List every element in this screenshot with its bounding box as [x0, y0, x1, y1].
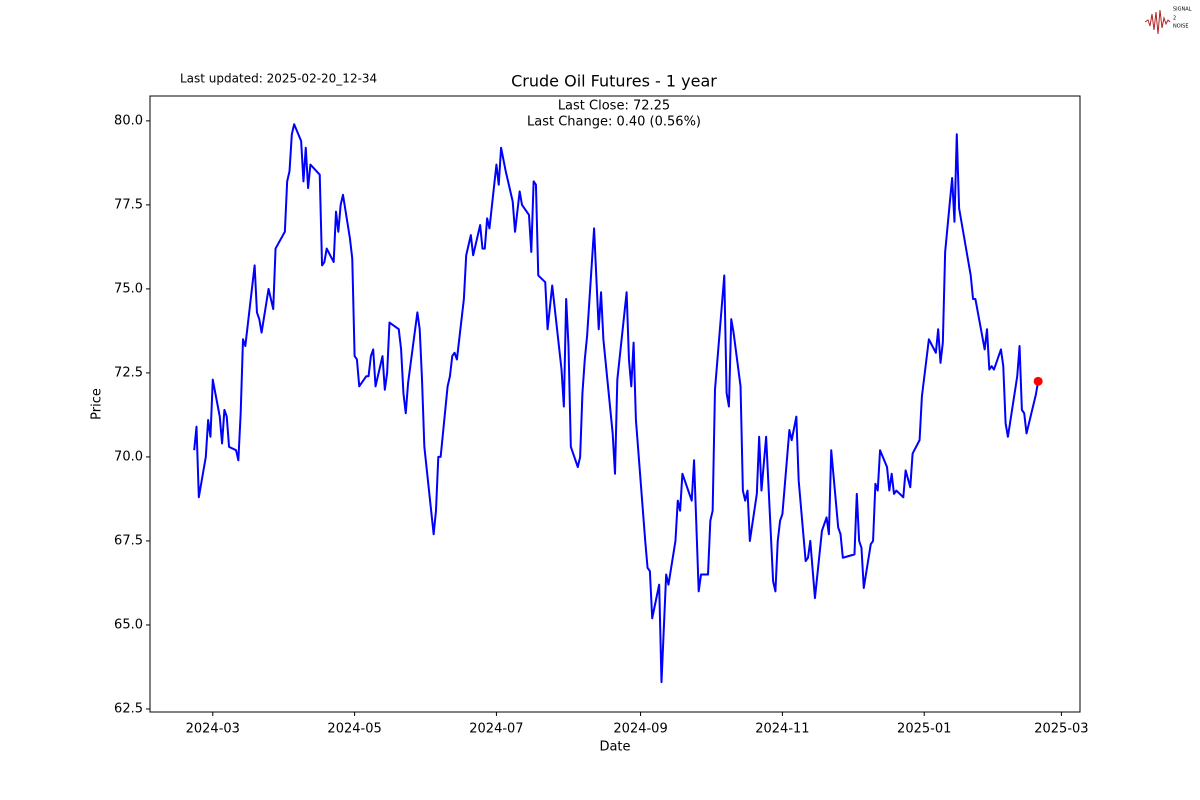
logo-text: 2: [1173, 16, 1176, 22]
logo-text: SIGNAL: [1173, 7, 1192, 13]
y-tick-label: 72.5: [114, 365, 143, 380]
y-tick-label: 62.5: [114, 701, 143, 716]
annotation: Last Close: 72.25: [558, 99, 670, 114]
logo-text: NOISE: [1173, 24, 1188, 30]
y-tick-label: 80.0: [114, 113, 143, 128]
x-tick-label: 2024-03: [186, 722, 240, 737]
x-tick-label: 2024-09: [613, 722, 667, 737]
x-tick-label: 2024-05: [327, 722, 381, 737]
x-tick-label: 2024-07: [469, 722, 523, 737]
y-tick-label: 70.0: [114, 449, 143, 464]
last-point: [1033, 376, 1043, 386]
y-tick-label: 77.5: [114, 197, 143, 212]
chart-title: Crude Oil Futures - 1 year: [511, 72, 717, 91]
x-tick-label: 2025-01: [897, 722, 951, 737]
y-axis-label: Price: [90, 388, 105, 420]
y-tick-label: 75.0: [114, 281, 143, 296]
logo-wave: [1144, 9, 1171, 35]
x-tick-label: 2025-03: [1034, 722, 1088, 737]
x-axis-label: Date: [599, 740, 630, 755]
price-line: [193, 123, 1040, 684]
plot-frame: [149, 95, 1081, 713]
subtitle: Last updated: 2025-02-20_12-34: [180, 72, 377, 86]
y-tick-label: 65.0: [114, 617, 143, 632]
annotation: Last Change: 0.40 (0.56%): [527, 115, 701, 130]
x-tick-label: 2024-11: [755, 722, 809, 737]
y-tick-label: 67.5: [114, 533, 143, 548]
